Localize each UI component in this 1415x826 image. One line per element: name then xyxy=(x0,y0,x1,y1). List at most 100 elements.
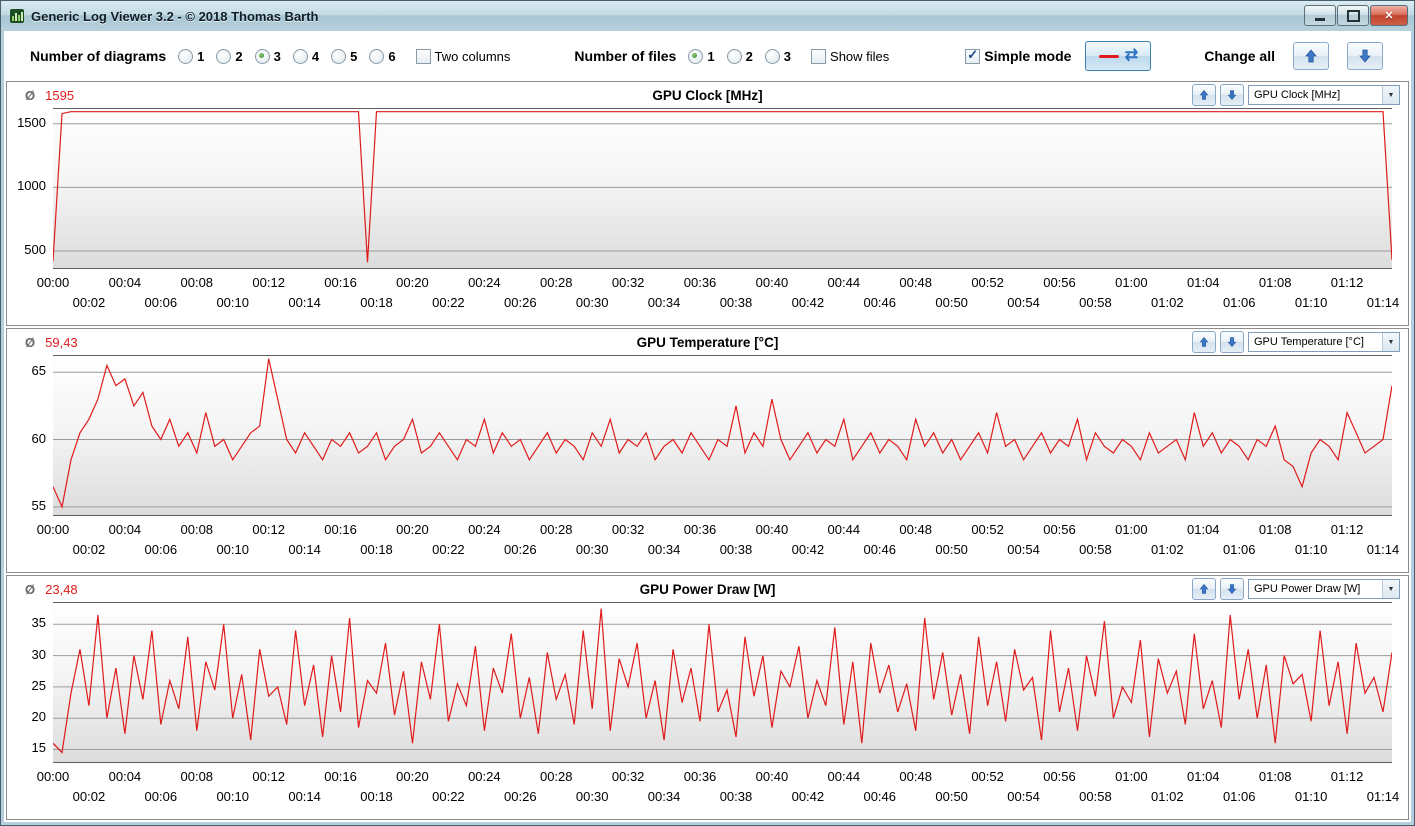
x-tick-label: 01:08 xyxy=(1258,522,1292,537)
measure-select[interactable]: GPU Clock [MHz] ▼ xyxy=(1248,85,1400,105)
x-tick-label: 00:22 xyxy=(432,789,465,804)
x-tick-label: 00:00 xyxy=(36,522,70,537)
two-columns-checkbox[interactable] xyxy=(415,48,431,64)
diagrams-radio-6[interactable] xyxy=(369,48,385,64)
move-down-button[interactable] xyxy=(1220,578,1244,600)
change-all-label: Change all xyxy=(1204,48,1275,64)
x-tick-label: 01:12 xyxy=(1330,769,1364,784)
x-tick-label: 00:44 xyxy=(827,522,861,537)
move-down-button[interactable] xyxy=(1220,84,1244,106)
x-tick-label: 00:36 xyxy=(683,769,717,784)
x-tick-label: 00:54 xyxy=(1007,542,1040,557)
minimize-button[interactable] xyxy=(1304,5,1336,26)
x-tick-label: 00:04 xyxy=(108,275,142,290)
x-tick-label: 00:38 xyxy=(719,789,753,804)
chart-svg xyxy=(53,111,1392,263)
y-tick-label: 1500 xyxy=(17,114,46,130)
files-option-1[interactable]: 1 xyxy=(688,48,715,64)
files-radio-2[interactable] xyxy=(726,48,742,64)
window-content: Number of diagrams 1 2 3 4 5 6 Two colum… xyxy=(4,31,1411,822)
diagrams-option-5[interactable]: 5 xyxy=(331,48,357,64)
files-option-3[interactable]: 3 xyxy=(764,48,791,64)
x-tick-label: 00:16 xyxy=(324,275,357,290)
x-axis: 00:00 00:04 00:08 00:12 00:16 00:20 00:24 00:28… xyxy=(7,269,1408,317)
x-tick-label: 00:10 xyxy=(216,295,249,310)
window-title: Generic Log Viewer 3.2 - © 2018 Thomas B… xyxy=(31,8,319,24)
diagrams-option-2[interactable]: 2 xyxy=(216,48,243,64)
files-radio-1[interactable] xyxy=(688,48,704,64)
x-tick-label: 00:14 xyxy=(288,789,321,804)
x-tick-label: 00:08 xyxy=(180,275,214,290)
x-tick-label: 00:46 xyxy=(863,789,897,804)
x-tick-label: 00:32 xyxy=(611,275,645,290)
gpu-temperature-plot xyxy=(53,355,1392,516)
diagrams-option-3[interactable]: 3 xyxy=(254,48,281,64)
x-tick-label: 00:00 xyxy=(36,769,70,784)
show-files-checkbox[interactable] xyxy=(811,48,827,64)
x-tick-label: 01:14 xyxy=(1366,542,1400,557)
x-tick-label: 01:14 xyxy=(1366,295,1400,310)
gpu-temperature-chart: 55 60 65 xyxy=(7,355,1408,516)
x-tick-label: 01:06 xyxy=(1222,542,1256,557)
x-tick-label: 01:10 xyxy=(1294,789,1328,804)
x-tick-label: 00:22 xyxy=(432,542,465,557)
x-tick-label: 00:08 xyxy=(180,769,214,784)
minimize-icon xyxy=(1315,18,1325,21)
measure-select[interactable]: GPU Power Draw [W] ▼ xyxy=(1248,579,1400,599)
x-tick-label: 01:04 xyxy=(1187,769,1220,784)
x-tick-label: 00:34 xyxy=(647,789,681,804)
x-tick-label: 00:24 xyxy=(468,275,501,290)
line-style-refresh-button[interactable]: ⇄ xyxy=(1085,41,1152,71)
x-tick-label: 00:02 xyxy=(72,789,106,804)
header-controls: GPU Power Draw [W] ▼ xyxy=(1192,578,1400,600)
files-radio-3[interactable] xyxy=(764,48,780,64)
move-up-button[interactable] xyxy=(1192,84,1216,106)
simple-mode-checkbox[interactable] xyxy=(965,47,981,64)
x-tick-label: 00:52 xyxy=(971,522,1004,537)
files-option-2[interactable]: 2 xyxy=(726,48,753,64)
x-tick-label: 00:34 xyxy=(647,295,681,310)
gpu-clock-chart: 500 1000 1500 xyxy=(7,108,1408,269)
move-up-button[interactable] xyxy=(1192,331,1216,353)
x-tick-label: 00:24 xyxy=(468,769,501,784)
diagrams-radio-4[interactable] xyxy=(292,48,308,64)
diagrams-radio-3[interactable] xyxy=(254,48,270,64)
gpu-power-plot xyxy=(53,602,1392,763)
x-tick-label: 01:10 xyxy=(1294,295,1328,310)
move-down-button[interactable] xyxy=(1220,331,1244,353)
x-tick-label: 00:14 xyxy=(288,295,321,310)
diagrams-option-1[interactable]: 1 xyxy=(178,48,204,64)
x-tick-label: 01:00 xyxy=(1115,522,1148,537)
x-tick-label: 01:06 xyxy=(1222,295,1256,310)
simple-mode-option[interactable]: Simple mode xyxy=(965,47,1071,64)
x-tick-label: 01:08 xyxy=(1258,275,1292,290)
x-tick-label: 00:08 xyxy=(180,522,214,537)
y-tick-label: 25 xyxy=(31,677,46,693)
diagrams-radio-2[interactable] xyxy=(216,48,232,64)
gpu-temperature-panel: Ø 59,43 GPU Temperature [°C] GPU Tempera… xyxy=(6,328,1409,573)
close-button[interactable]: ✕ xyxy=(1370,5,1408,26)
x-tick-label: 01:14 xyxy=(1366,789,1400,804)
x-tick-label: 00:06 xyxy=(144,789,178,804)
x-tick-label: 00:24 xyxy=(468,522,501,537)
y-axis: 55 60 65 xyxy=(7,355,53,516)
show-files-option[interactable]: Show files xyxy=(811,48,889,64)
change-all-down-button[interactable] xyxy=(1347,42,1383,70)
x-tick-label: 00:28 xyxy=(539,769,573,784)
x-tick-label: 00:18 xyxy=(360,789,393,804)
maximize-icon xyxy=(1346,9,1360,22)
diagrams-radio-1[interactable] xyxy=(178,48,194,64)
diagrams-option-6[interactable]: 6 xyxy=(369,48,396,64)
two-columns-option[interactable]: Two columns xyxy=(415,48,510,64)
change-all-up-button[interactable] xyxy=(1293,42,1329,70)
maximize-button[interactable] xyxy=(1337,5,1369,26)
number-of-files-label: Number of files xyxy=(574,48,677,64)
move-up-button[interactable] xyxy=(1192,578,1216,600)
measure-select[interactable]: GPU Temperature [°C] ▼ xyxy=(1248,332,1400,352)
x-tick-label: 00:26 xyxy=(504,542,537,557)
diagrams-radio-5[interactable] xyxy=(331,48,347,64)
x-tick-label: 00:52 xyxy=(971,275,1004,290)
diagrams-option-4[interactable]: 4 xyxy=(292,48,319,64)
x-tick-label: 00:06 xyxy=(144,295,178,310)
x-tick-label: 00:18 xyxy=(360,542,393,557)
